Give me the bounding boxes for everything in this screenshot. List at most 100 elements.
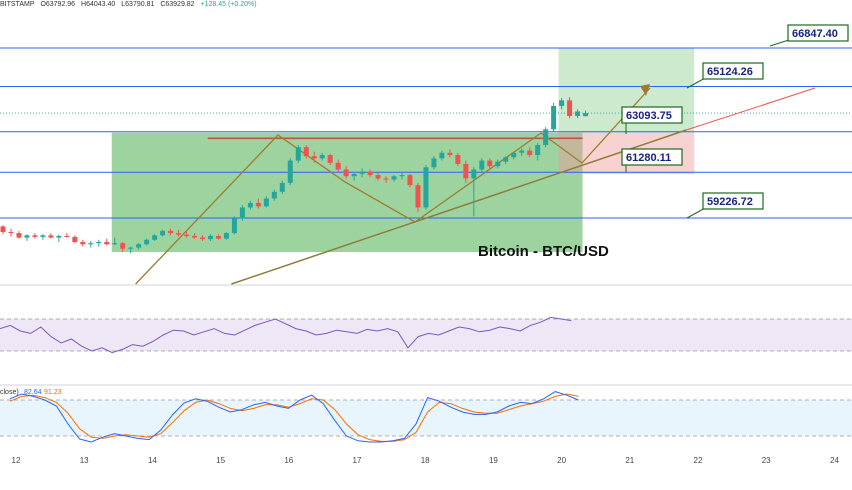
change-value: +128.45 (+0.20%) — [200, 1, 257, 8]
candle-body — [559, 100, 565, 106]
candle-body — [215, 235, 221, 239]
x-axis-tick-label: 18 — [421, 456, 430, 465]
candle-body — [543, 129, 549, 145]
level-label: 59226.72 — [707, 196, 753, 208]
candle-body — [136, 244, 142, 248]
candle-body — [319, 155, 325, 159]
candle-body — [152, 235, 158, 240]
candle-body — [343, 169, 349, 177]
x-axis-tick-label: 12 — [12, 456, 21, 465]
candle-body — [144, 239, 150, 245]
candle-body — [255, 202, 261, 207]
candle-body — [263, 198, 269, 207]
projection-arrowhead — [640, 84, 650, 96]
candle-body — [96, 242, 102, 244]
candle-body — [0, 226, 6, 232]
level-label-box — [787, 24, 849, 42]
stoch-legend-label: close) — [0, 389, 19, 396]
candle-body — [200, 237, 205, 240]
candle-body — [479, 160, 485, 170]
candle-body — [335, 162, 341, 170]
candle-body — [399, 175, 405, 177]
candle-body — [471, 169, 477, 179]
open-value: O63792.96 — [40, 1, 76, 8]
x-axis-tick-label: 24 — [830, 456, 839, 465]
candle-body — [295, 147, 301, 161]
candle-body — [88, 243, 94, 245]
candle-body — [327, 155, 333, 163]
candle-body — [391, 176, 397, 180]
candle-body — [463, 163, 469, 179]
candle-body — [431, 158, 437, 168]
candle-body — [48, 235, 54, 238]
candle-body — [415, 185, 421, 208]
candle-body — [527, 150, 533, 156]
candle-body — [447, 152, 453, 156]
candle-body — [120, 243, 126, 249]
stoch-k-value: 82.64 — [24, 389, 42, 396]
candle-body — [168, 230, 174, 234]
candle-body — [535, 144, 541, 156]
level-label: 65124.26 — [707, 66, 753, 78]
candle-body — [64, 235, 70, 237]
level-label-box — [702, 62, 764, 80]
x-axis-tick-label: 16 — [284, 456, 293, 465]
candle-body — [104, 242, 110, 245]
candle-body — [503, 157, 509, 162]
candle-body — [72, 236, 78, 243]
candle-body — [239, 207, 245, 219]
close-value: C63929.82 — [160, 1, 195, 8]
candle-body — [128, 247, 134, 249]
exchange-label: BITSTAMP — [0, 1, 35, 8]
candle-body — [311, 156, 317, 159]
x-axis-tick-label: 22 — [694, 456, 703, 465]
candle-body — [303, 147, 309, 157]
x-axis-tick-label: 19 — [489, 456, 498, 465]
x-axis-tick-label: 13 — [80, 456, 89, 465]
candle-body — [351, 173, 357, 177]
candle-body — [495, 161, 501, 167]
support-trendline — [231, 129, 687, 285]
level-label: 63093.75 — [626, 110, 672, 122]
projection-path — [135, 87, 651, 285]
candle-body — [112, 243, 118, 245]
high-value: H64043.40 — [81, 1, 116, 8]
candle-body — [551, 105, 557, 130]
candle-body — [247, 202, 253, 208]
rsi-band-fill — [0, 319, 852, 351]
candle-body — [8, 231, 14, 234]
level-label: 61280.11 — [626, 152, 671, 164]
candle-body — [32, 235, 38, 237]
candle-body — [567, 100, 573, 116]
level-label: 66847.40 — [792, 28, 838, 40]
candle-body — [176, 233, 182, 235]
x-axis-tick-label: 15 — [216, 456, 225, 465]
candle-body — [223, 233, 229, 239]
x-axis-tick-label: 17 — [353, 456, 362, 465]
candle-body — [80, 242, 86, 245]
x-axis-tick-label: 14 — [148, 456, 157, 465]
candle-body — [375, 175, 381, 179]
stoch-band-fill — [0, 400, 852, 436]
candle-body — [184, 234, 190, 236]
pattern-box — [111, 132, 583, 253]
ohlc-header: BITSTAMP O63792.96 H64043.40 L63790.81 C… — [0, 1, 261, 8]
level-label-box — [621, 148, 683, 166]
candle-body — [575, 111, 581, 116]
stoch-d-line — [9, 393, 579, 442]
low-value: L63790.81 — [121, 1, 155, 8]
candle-body — [383, 178, 389, 180]
candle-body — [40, 235, 46, 237]
trendline-extension — [686, 87, 816, 131]
chart-title: Bitcoin - BTC/USD — [478, 243, 609, 260]
candle-body — [271, 191, 277, 199]
candle-body — [511, 152, 517, 158]
candle-body — [56, 235, 62, 238]
x-axis-tick-label: 21 — [625, 456, 634, 465]
candle-body — [359, 171, 365, 174]
candle-body — [519, 150, 525, 153]
candle-body — [207, 235, 213, 240]
stoch-d-value: 91.23 — [44, 389, 62, 396]
